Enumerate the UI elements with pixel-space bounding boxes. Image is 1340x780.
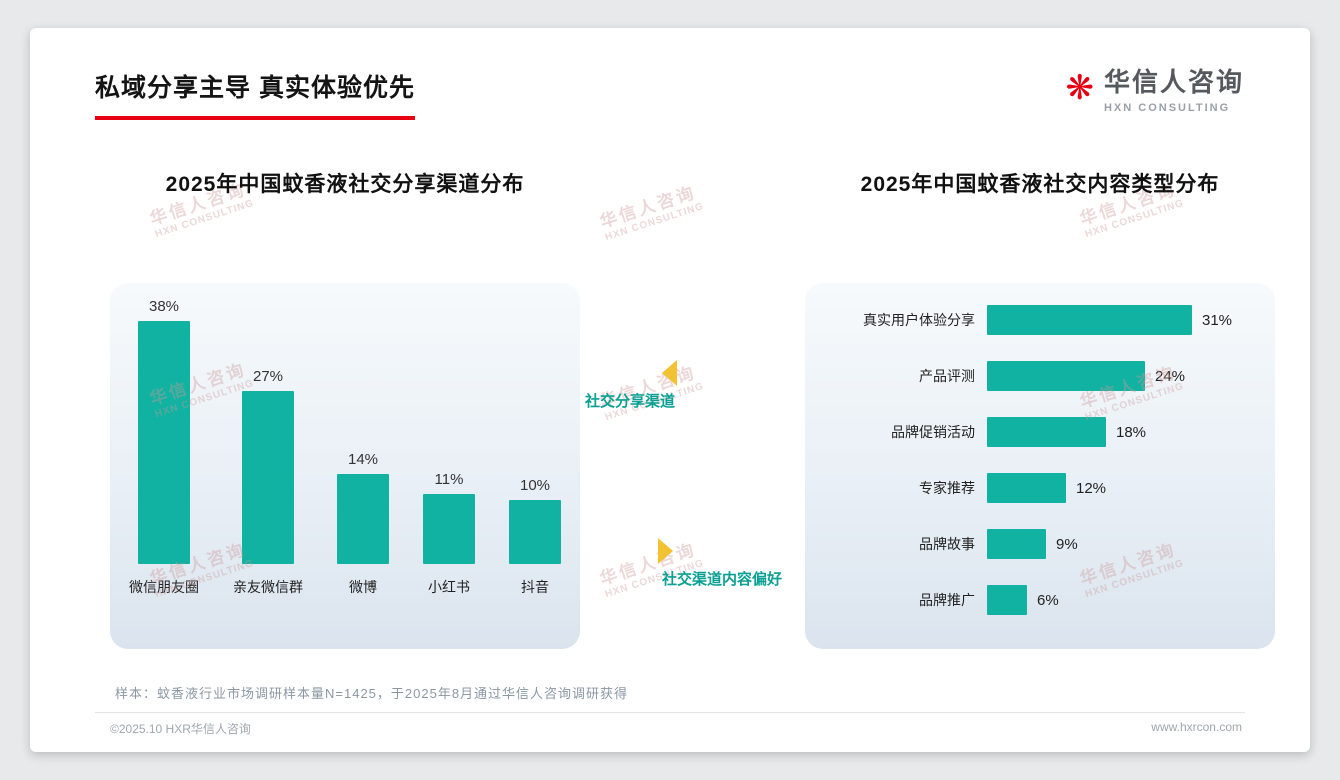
watermark-line1: 华信人咨询 [597,182,699,232]
page-title: 私域分享主导 真实体验优先 [95,68,415,120]
watermark: 华信人咨询 HXN CONSULTING [597,181,706,245]
bar-category-label: 微信朋友圈 [129,579,199,595]
brand-logo: ❋ 华信人咨询 HXN CONSULTING [1065,62,1244,114]
bar-row: 品牌故事 9% [817,529,1265,559]
bar [337,474,389,564]
brand-subtitle: HXN CONSULTING [1103,102,1231,114]
right-chart-title: 2025年中国蚊香液社交内容类型分布 [860,173,1220,196]
bar-row: 品牌促销活动 18% [817,417,1265,447]
bar-value-label: 14% [347,451,379,468]
bar-category-label: 小红书 [428,579,470,595]
bar-row: 产品评测 24% [817,361,1265,391]
top-annotation-arrow [662,360,677,386]
bar [423,494,475,564]
footer-copyright: ©2025.10 HXR华信人咨询 [110,722,251,736]
sample-footnote: 样本：蚊香液行业市场调研样本量N=1425，于2025年8月通过华信人咨询调研获… [115,686,629,701]
vertical-bar-chart: 38% 微信朋友圈 27% 亲友微信群 14% 微博 11% 小红书 10% 抖音 [110,285,580,597]
bottom-annotation-label: 社交渠道内容偏好 [662,571,783,588]
horizontal-bar-chart: 真实用户体验分享 31% 产品评测 24% 品牌促销活动 18% 专家推荐 12% 品牌故事 9%… [805,283,1275,615]
bar-value-label: 10% [519,477,551,494]
bar-value-label: 11% [434,471,464,488]
bar-value-label: 9% [1056,535,1078,553]
bar-value-label: 18% [1116,423,1147,441]
bar-category-label: 专家推荐 [919,480,975,496]
bar-category-label: 产品评测 [919,368,975,384]
left-chart-panel: 38% 微信朋友圈 27% 亲友微信群 14% 微博 11% 小红书 10% 抖音 [110,283,580,649]
bar-category-label: 真实用户体验分享 [863,312,975,328]
bar [987,417,1106,447]
bar-column: 10% 抖音 [509,477,561,597]
footer-website: www.hxrcon.com [1151,720,1242,734]
bar [987,585,1027,615]
bar-category-label: 亲友微信群 [233,579,303,595]
watermark-line2: HXN CONSULTING [603,201,706,244]
bar-category-label: 品牌故事 [919,536,975,552]
top-annotation-label: 社交分享渠道 [585,393,676,410]
right-chart-panel: 真实用户体验分享 31% 产品评测 24% 品牌促销活动 18% 专家推荐 12% 品牌故事 9%… [805,283,1275,649]
bar [138,321,190,564]
left-arrow-icon [662,360,677,386]
watermark-line2: HXN CONSULTING [1083,198,1186,241]
bar-value-label: 38% [148,298,180,315]
footer-divider [95,712,1245,713]
bar-category-label: 抖音 [521,579,549,595]
bar-column: 14% 微博 [337,451,389,597]
bar-category-label: 微博 [349,579,377,595]
bar-row: 真实用户体验分享 31% [817,305,1265,335]
bar-value-label: 24% [1155,367,1186,385]
bar [987,305,1192,335]
right-arrow-icon [658,538,673,564]
bar [987,529,1046,559]
bar-value-label: 6% [1037,591,1059,609]
bar [509,500,561,564]
bottom-annotation: 社交渠道内容偏好 [662,568,782,589]
bottom-annotation-arrow [658,538,673,564]
bar-column: 38% 微信朋友圈 [129,298,199,597]
bar-column: 27% 亲友微信群 [233,368,303,597]
bar-category-label: 品牌推广 [919,592,975,608]
bar-value-label: 27% [252,368,284,385]
slide: 私域分享主导 真实体验优先 ❋ 华信人咨询 HXN CONSULTING 202… [30,28,1310,752]
bar-value-label: 31% [1202,311,1233,329]
flower-logo-icon: ❋ [1065,69,1094,107]
bar-category-label: 品牌促销活动 [891,424,975,440]
bar [242,391,294,564]
top-annotation: 社交分享渠道 [585,390,675,411]
bar-value-label: 12% [1076,479,1107,497]
bar-column: 11% 小红书 [423,471,475,597]
bar-row: 专家推荐 12% [817,473,1265,503]
bar [987,473,1066,503]
bar [987,361,1145,391]
watermark-line2: HXN CONSULTING [153,198,256,241]
brand-name: 华信人咨询 [1103,67,1244,97]
left-chart-title: 2025年中国蚊香液社交分享渠道分布 [165,173,525,196]
bar-row: 品牌推广 6% [817,585,1265,615]
